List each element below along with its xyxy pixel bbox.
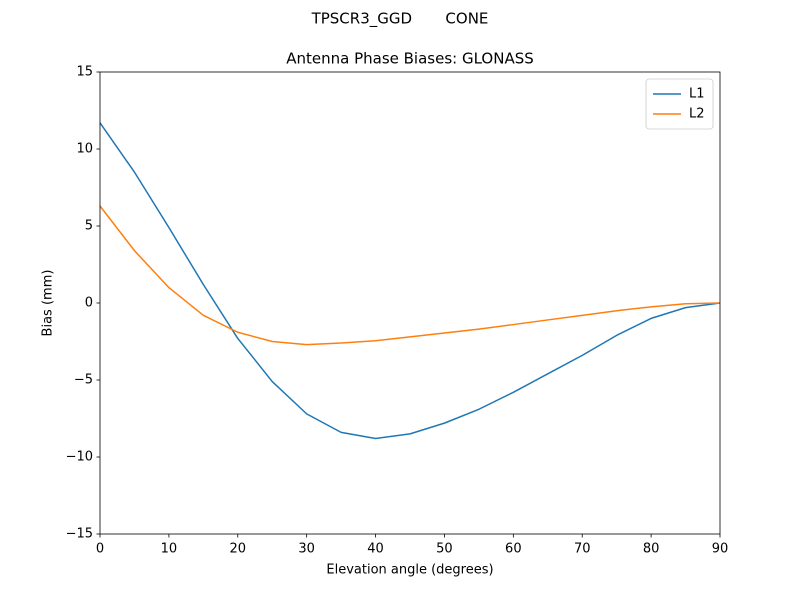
y-tick-label: 10 [76,142,93,157]
x-axis-label: Elevation angle (degrees) [326,563,493,578]
y-tick-label: 0 [85,296,93,311]
suptitle: TPSCR3_GGD CONE [311,10,489,29]
line-series [99,205,721,346]
x-tick-label: 30 [298,542,315,557]
x-tick-label: 80 [643,542,660,557]
x-tick-label: 50 [436,542,453,557]
y-tick-label: −5 [74,373,93,388]
x-tick-label: 70 [574,542,591,557]
y-tick-label: 5 [85,219,93,234]
x-tick-label: 90 [712,542,729,557]
x-tick-label: 40 [367,542,384,557]
x-tick-label: 20 [230,542,247,557]
y-tick-label: −15 [66,527,93,542]
legend-label: L1 [689,87,705,102]
legend-box [645,78,714,130]
x-tick-label: 0 [96,542,104,557]
y-axis-label: Bias (mm) [41,270,56,337]
line-series [99,122,721,440]
x-tick-label: 10 [161,542,178,557]
plot-frame [99,71,721,535]
legend-label: L2 [689,107,705,122]
y-tick-label: 15 [76,65,93,80]
x-tick-label: 60 [505,542,522,557]
chart-title: Antenna Phase Biases: GLONASS [286,50,534,68]
y-tick-label: −10 [66,450,93,465]
